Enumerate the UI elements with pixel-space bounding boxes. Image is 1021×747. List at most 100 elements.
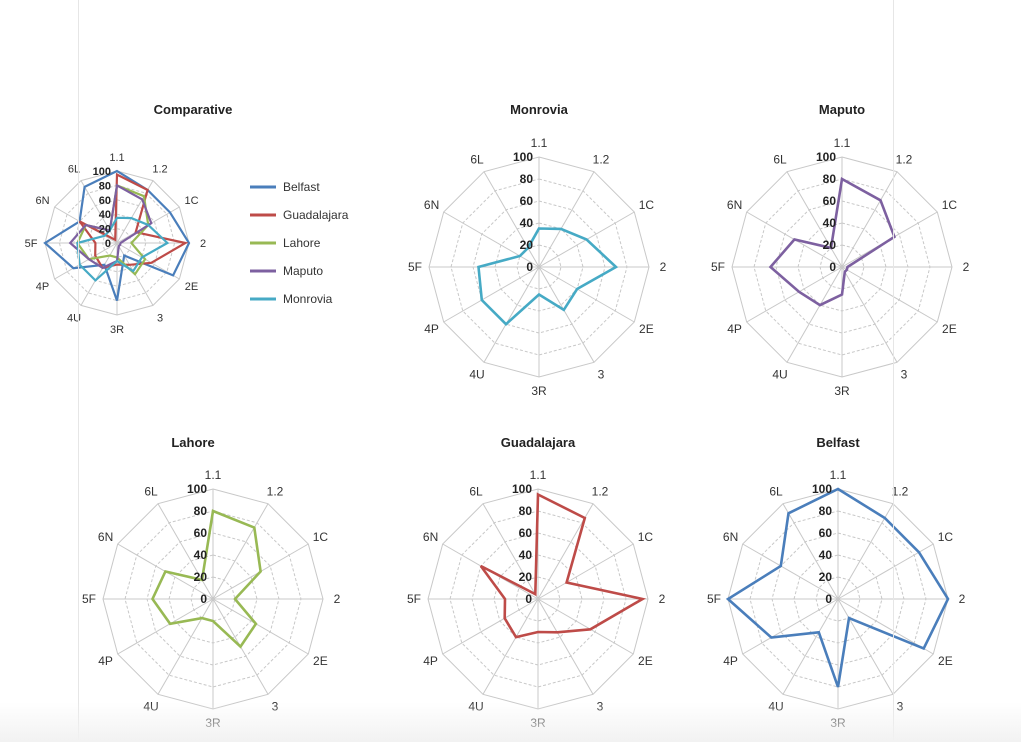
grid-spoke: [841, 266, 898, 363]
tick-label: 80: [520, 172, 534, 186]
page-edge-line-left: [78, 0, 79, 742]
tick-label: 0: [105, 238, 111, 250]
grid-spoke: [782, 503, 839, 600]
tick-label: 40: [99, 209, 111, 221]
category-label: 1C: [184, 195, 198, 207]
tick-label: 20: [823, 238, 837, 252]
legend-label-monrovia: Monrovia: [283, 292, 333, 306]
category-label: 3R: [834, 384, 850, 398]
chart-title: Comparative: [154, 102, 233, 117]
category-label: 6L: [773, 153, 787, 167]
category-label: 4P: [423, 654, 438, 668]
tick-label: 20: [519, 570, 533, 584]
category-label: 1.2: [593, 153, 610, 167]
grid-spoke: [443, 266, 540, 323]
category-label: 2: [200, 238, 206, 250]
category-label: 4P: [723, 654, 738, 668]
category-label: 2: [963, 260, 970, 274]
tick-label: 40: [519, 548, 533, 562]
tick-label: 20: [520, 238, 534, 252]
grid-spoke: [837, 543, 934, 600]
series-line-guadalajara: [479, 492, 647, 639]
category-label: 2E: [639, 322, 654, 336]
category-label: 4P: [36, 281, 49, 293]
category-label: 2E: [942, 322, 957, 336]
category-label: 1C: [639, 198, 655, 212]
tick-label: 60: [823, 194, 837, 208]
tick-label: 80: [823, 172, 837, 186]
category-label: 1.1: [205, 468, 222, 482]
grid-spoke: [742, 598, 839, 655]
grid-spoke: [537, 598, 634, 655]
category-label: 1C: [942, 198, 958, 212]
tick-label: 100: [187, 482, 207, 496]
grid-spoke: [483, 266, 540, 363]
series-line-guadalajara: [78, 172, 189, 270]
category-label: 4P: [424, 322, 439, 336]
grid-spoke: [841, 171, 898, 268]
chart-title: Belfast: [816, 435, 860, 450]
series-line-monrovia: [477, 227, 619, 326]
category-label: 1.1: [530, 468, 547, 482]
tick-label: 40: [194, 548, 208, 562]
tick-label: 0: [825, 592, 832, 606]
grid-spoke: [786, 171, 843, 268]
category-label: 1.2: [267, 485, 284, 499]
tick-label: 20: [819, 570, 833, 584]
category-label: 4U: [67, 313, 81, 325]
tick-label: 60: [99, 195, 111, 207]
grid-spoke: [837, 503, 894, 600]
tick-label: 0: [829, 260, 836, 274]
series-line-belfast: [725, 487, 950, 688]
grid-spoke: [442, 598, 539, 655]
category-label: 5F: [707, 592, 721, 606]
radar-chart-belfast: Belfast0204060801001.11.21C22E33R4U4P5F6…: [707, 435, 966, 730]
grid-spoke: [212, 598, 309, 655]
grid-spoke: [443, 211, 540, 268]
bottom-fade: [0, 702, 1021, 742]
tick-label: 0: [525, 592, 532, 606]
category-label: 2E: [938, 654, 953, 668]
category-label: 2E: [313, 654, 328, 668]
category-label: 6N: [727, 198, 742, 212]
category-label: 1.2: [896, 153, 913, 167]
page-edge-line-right: [893, 0, 894, 742]
category-label: 6N: [98, 530, 113, 544]
tick-label: 80: [99, 180, 111, 192]
grid-spoke: [742, 543, 839, 600]
category-label: 2: [334, 592, 341, 606]
radar-chart-comparative: Comparative 0 20 40 60 80 100 1.1 1.2 1C 2 2E 3 3R 4U 4…: [25, 102, 349, 336]
category-label: 5F: [408, 260, 422, 274]
grid-spoke: [117, 598, 214, 655]
grid-spoke: [782, 598, 839, 695]
category-label: 6L: [68, 164, 80, 176]
radar-chart-lahore: Lahore0204060801001.11.21C22E33R4U4P5F6N…: [82, 435, 341, 730]
legend-label-maputo: Maputo: [283, 264, 323, 278]
grid-spoke: [786, 266, 843, 363]
category-label: 5F: [25, 238, 38, 250]
category-label: 4P: [98, 654, 113, 668]
category-label: 3: [157, 313, 163, 325]
tick-label: 100: [816, 150, 836, 164]
tick-label: 60: [519, 526, 533, 540]
legend-label-lahore: Lahore: [283, 236, 321, 250]
category-label: 2: [959, 592, 966, 606]
category-label: 6L: [470, 153, 484, 167]
tick-label: 0: [200, 592, 207, 606]
tick-label: 60: [819, 526, 833, 540]
category-label: 3: [901, 367, 908, 381]
legend-label-guadalajara: Guadalajara: [283, 208, 349, 222]
tick-label: 40: [520, 216, 534, 230]
grid-spoke: [212, 503, 269, 600]
tick-label: 80: [519, 504, 533, 518]
grid-spoke: [841, 266, 938, 323]
legend: Belfast Guadalajara Lahore Maputo Monrovia: [250, 180, 349, 306]
category-label: 6N: [35, 195, 49, 207]
category-label: 1C: [938, 530, 954, 544]
grid-spoke: [746, 266, 843, 323]
category-label: 5F: [711, 260, 725, 274]
category-label: 5F: [82, 592, 96, 606]
grid-spoke: [537, 543, 634, 600]
grid-spoke: [157, 598, 214, 695]
